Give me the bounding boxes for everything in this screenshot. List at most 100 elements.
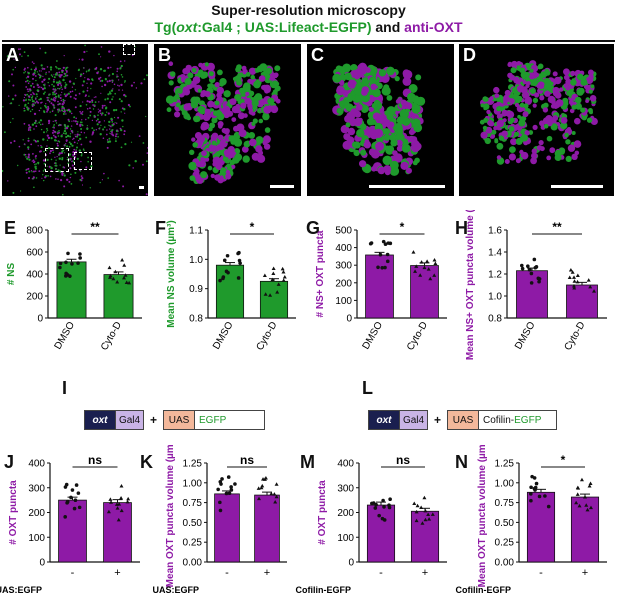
- puncta: [72, 151, 75, 154]
- y-tick-label: 200: [335, 278, 352, 289]
- puncta: [64, 85, 66, 88]
- puncta: [58, 130, 60, 132]
- puncta: [33, 121, 36, 125]
- puncta: [408, 136, 415, 143]
- data-point: [529, 498, 533, 503]
- puncta: [60, 86, 62, 88]
- puncta: [96, 71, 99, 75]
- puncta: [85, 70, 88, 73]
- puncta: [22, 99, 25, 102]
- puncta: [60, 94, 62, 96]
- puncta: [57, 103, 59, 106]
- data-point: [586, 278, 591, 282]
- puncta: [48, 85, 50, 87]
- y-axis-label: # NS: [6, 263, 17, 286]
- puncta: [46, 165, 48, 167]
- y-tick-label: 300: [337, 483, 354, 494]
- puncta: [81, 177, 84, 180]
- chart-n: 0.00 0.25 0.50 0.75 1.00 1.25 Mean OXT puncta …: [455, 445, 607, 595]
- puncta: [53, 139, 57, 142]
- puncta: [525, 76, 531, 82]
- puncta: [56, 142, 59, 145]
- puncta: [66, 134, 70, 138]
- puncta: [62, 66, 65, 69]
- puncta: [524, 130, 530, 136]
- puncta: [336, 86, 345, 96]
- puncta: [67, 108, 70, 111]
- puncta: [35, 158, 37, 160]
- puncta: [75, 117, 77, 120]
- puncta: [259, 63, 268, 72]
- data-point: [65, 501, 69, 505]
- puncta: [251, 152, 260, 161]
- egfp-text: EGFP: [514, 414, 542, 426]
- puncta: [229, 159, 236, 166]
- puncta: [110, 117, 113, 121]
- puncta: [30, 170, 33, 172]
- puncta: [58, 153, 60, 156]
- puncta: [55, 72, 58, 75]
- bar: [366, 504, 396, 563]
- puncta: [145, 115, 147, 118]
- puncta: [45, 106, 48, 109]
- puncta: [111, 129, 114, 132]
- puncta: [113, 83, 116, 86]
- chart-m: 0 100 200 300 400 # OXT puncta - + UAS:Cofilin-E…: [295, 453, 447, 595]
- puncta: [74, 134, 76, 136]
- data-point: [224, 491, 229, 496]
- puncta: [547, 86, 554, 92]
- puncta: [61, 158, 64, 161]
- puncta: [39, 97, 42, 100]
- data-point: [70, 488, 75, 492]
- chart-e: 0 200 400 600 800 # NS DMSO Cyto-D **: [6, 220, 142, 352]
- puncta: [43, 78, 46, 81]
- category-label: DMSO: [211, 320, 236, 352]
- data-point: [273, 500, 278, 504]
- puncta: [53, 126, 55, 129]
- puncta: [67, 118, 70, 121]
- puncta: [35, 163, 37, 165]
- data-point: [427, 517, 432, 521]
- puncta: [53, 90, 56, 93]
- data-point: [370, 501, 374, 506]
- puncta: [106, 111, 108, 113]
- puncta: [489, 96, 494, 101]
- puncta: [394, 76, 400, 82]
- puncta: [108, 120, 111, 124]
- puncta: [508, 153, 516, 161]
- y-tick-label: 0: [348, 558, 354, 569]
- puncta: [88, 95, 90, 97]
- puncta: [66, 158, 69, 161]
- puncta: [355, 104, 363, 111]
- puncta: [60, 99, 63, 102]
- puncta: [18, 145, 21, 148]
- puncta: [233, 125, 239, 132]
- data-point: [588, 284, 593, 289]
- data-point: [572, 285, 577, 290]
- puncta: [99, 127, 101, 129]
- puncta: [14, 66, 17, 69]
- data-point: [107, 265, 112, 270]
- puncta: [32, 77, 34, 80]
- puncta: [369, 76, 377, 84]
- data-point: [78, 256, 82, 260]
- data-point: [106, 509, 111, 514]
- group-label: UAS:Cofilin-EGFP: [455, 585, 511, 595]
- puncta: [19, 53, 21, 56]
- puncta: [415, 74, 422, 81]
- puncta: [33, 139, 35, 141]
- puncta: [109, 132, 111, 134]
- puncta: [35, 125, 38, 128]
- puncta: [120, 129, 123, 132]
- puncta: [204, 157, 210, 162]
- data-point: [117, 502, 122, 506]
- data-point: [415, 503, 420, 508]
- group-label: UAS:Cofilin-EGFP: [295, 585, 351, 595]
- data-point: [263, 475, 268, 480]
- puncta: [56, 144, 59, 147]
- puncta: [103, 69, 106, 72]
- puncta: [491, 129, 497, 135]
- puncta: [41, 87, 45, 91]
- puncta: [62, 110, 65, 113]
- data-point: [122, 263, 127, 267]
